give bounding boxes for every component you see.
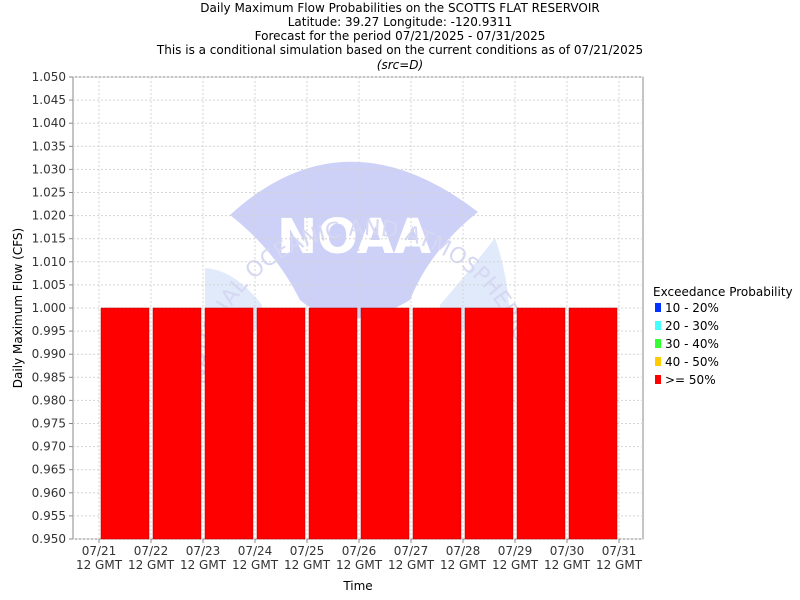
legend-item-label: 40 - 50% — [665, 355, 719, 369]
bar-07-21 — [100, 307, 150, 540]
y-tick-label: 0.980 — [32, 393, 66, 407]
chart-subtitle-period: Forecast for the period 07/21/2025 - 07/… — [255, 29, 546, 43]
x-tick-time: 12 GMT — [440, 558, 487, 572]
x-tick-date: 07/21 — [82, 544, 117, 558]
x-tick-date: 07/24 — [238, 544, 273, 558]
legend-swatch — [655, 321, 661, 330]
y-tick-label: 0.950 — [32, 532, 66, 546]
bar-07-25 — [308, 307, 358, 540]
x-tick-date: 07/23 — [186, 544, 221, 558]
y-tick-label: 1.005 — [32, 278, 66, 292]
bar-07-23 — [204, 307, 254, 540]
chart-subtitle-source: (src=D) — [377, 58, 423, 72]
x-tick-time: 12 GMT — [128, 558, 175, 572]
y-tick-label: 1.050 — [32, 70, 66, 84]
bar-07-28 — [464, 307, 514, 540]
bar-07-24 — [256, 307, 306, 540]
y-tick-label: 1.025 — [32, 186, 66, 200]
x-tick-time: 12 GMT — [596, 558, 643, 572]
legend-title: Exceedance Probability — [653, 285, 793, 299]
x-tick-time: 12 GMT — [284, 558, 331, 572]
x-tick-time: 12 GMT — [336, 558, 383, 572]
y-tick-label: 0.970 — [32, 440, 66, 454]
y-tick-label: 1.045 — [32, 93, 66, 107]
y-tick-label: 0.985 — [32, 370, 66, 384]
x-tick-date: 07/26 — [342, 544, 377, 558]
y-tick-label: 0.955 — [32, 509, 66, 523]
bar-07-30 — [568, 307, 618, 540]
x-tick-time: 12 GMT — [388, 558, 435, 572]
x-tick-time: 12 GMT — [232, 558, 279, 572]
chart-subtitle-conditions: This is a conditional simulation based o… — [156, 43, 643, 57]
x-axis-label: Time — [342, 579, 372, 593]
x-tick-time: 12 GMT — [544, 558, 591, 572]
legend-item-label: 10 - 20% — [665, 301, 719, 315]
x-tick-date: 07/28 — [446, 544, 481, 558]
x-tick-date: 07/22 — [134, 544, 169, 558]
legend-swatch — [655, 375, 661, 384]
x-tick-date: 07/25 — [290, 544, 325, 558]
y-tick-label: 1.040 — [32, 116, 66, 130]
y-tick-label: 0.960 — [32, 486, 66, 500]
chart-subtitle-location: Latitude: 39.27 Longitude: -120.9311 — [288, 15, 513, 29]
x-tick-time: 12 GMT — [76, 558, 123, 572]
x-tick-time: 12 GMT — [492, 558, 539, 572]
y-tick-label: 1.030 — [32, 162, 66, 176]
grid-lines — [73, 76, 643, 540]
bar-07-26 — [360, 307, 410, 540]
y-tick-label: 1.020 — [32, 209, 66, 223]
bar-series — [100, 307, 618, 540]
watermark-noaa-text: NOAA — [277, 209, 431, 265]
x-tick-date: 07/29 — [498, 544, 533, 558]
y-tick-label: 0.995 — [32, 324, 66, 338]
legend-item-label: 20 - 30% — [665, 319, 719, 333]
chart-title: Daily Maximum Flow Probabilities on the … — [200, 1, 599, 15]
y-tick-label: 1.010 — [32, 255, 66, 269]
y-tick-label: 0.990 — [32, 347, 66, 361]
y-tick-label: 0.965 — [32, 463, 66, 477]
y-tick-label: 1.000 — [32, 301, 66, 315]
x-tick-date: 07/31 — [602, 544, 637, 558]
bar-07-22 — [152, 307, 202, 540]
x-tick-date: 07/30 — [550, 544, 585, 558]
y-axis-ticks: 0.950 0.955 0.960 0.965 0.970 0.975 0.980 0.985… — [32, 70, 73, 546]
legend: Exceedance Probability 10 - 20% 20 - 30% 3… — [653, 285, 793, 387]
legend-swatch — [655, 339, 661, 348]
bar-07-27 — [412, 307, 462, 540]
legend-item-label: >= 50% — [665, 373, 716, 387]
legend-swatch — [655, 303, 661, 312]
y-tick-label: 0.975 — [32, 417, 66, 431]
legend-item-label: 30 - 40% — [665, 337, 719, 351]
legend-swatch — [655, 357, 661, 366]
y-axis-label: Daily Maximum Flow (CFS) — [11, 228, 25, 388]
x-tick-date: 07/27 — [394, 544, 429, 558]
y-tick-label: 1.035 — [32, 139, 66, 153]
y-tick-label: 1.015 — [32, 232, 66, 246]
bar-07-29 — [516, 307, 566, 540]
x-tick-time: 12 GMT — [180, 558, 227, 572]
